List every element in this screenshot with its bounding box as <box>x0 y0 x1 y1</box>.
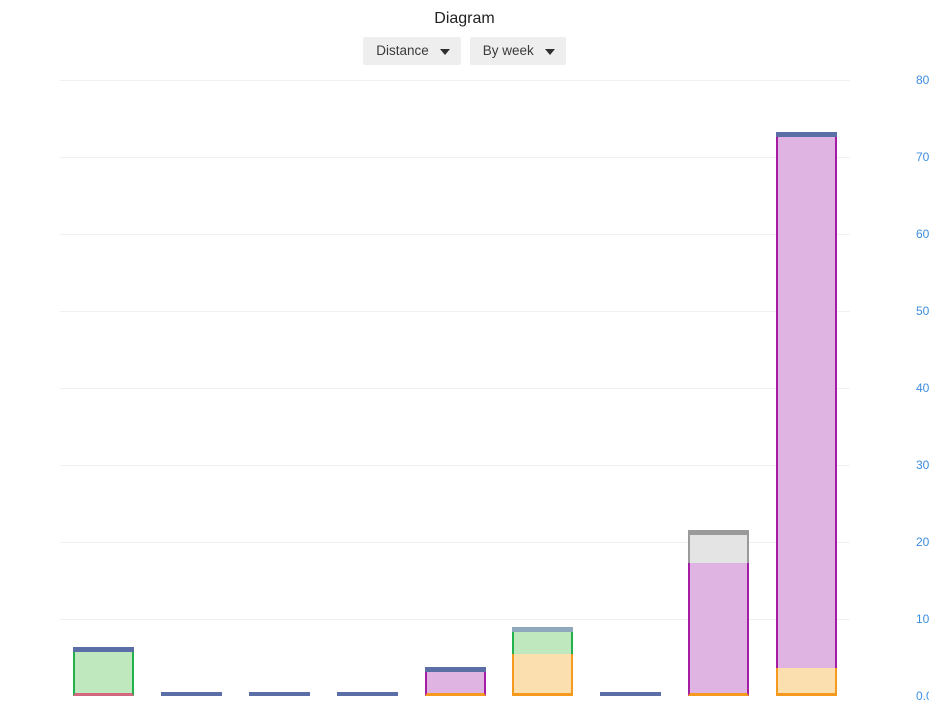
bar-segment-zero <box>336 692 398 696</box>
metric-dropdown[interactable]: Distance <box>363 37 461 65</box>
bar-stack[interactable] <box>687 529 749 696</box>
chevron-down-icon <box>544 49 555 55</box>
bar-stack[interactable] <box>512 626 574 696</box>
bar-cap <box>512 626 574 632</box>
y-axis-tick-label: 10.0 km <box>916 612 929 626</box>
y-axis-tick-label: 60.0 km <box>916 227 929 241</box>
y-axis-tick-label: 30.0 km <box>916 458 929 472</box>
chart-controls: Distance By week <box>0 37 929 65</box>
gridline <box>60 619 850 620</box>
gridline <box>60 388 850 389</box>
bar-stack[interactable] <box>424 666 486 696</box>
page-title: Diagram <box>434 10 495 27</box>
gridline <box>60 80 850 81</box>
gridline <box>60 542 850 543</box>
bar-column[interactable] <box>600 80 662 696</box>
bar-segment-zero <box>161 692 223 696</box>
y-axis-tick-label: 80.0 km <box>916 73 929 87</box>
bar-segment <box>687 529 749 563</box>
bar-column[interactable] <box>687 80 749 696</box>
chevron-down-icon <box>439 49 450 55</box>
plot-area: 80.0 km 70.0 km 60.0 km 50.0 km 40.0 km 30.0 … <box>60 73 929 703</box>
y-axis-tick-label: 70.0 km <box>916 150 929 164</box>
bar-cap <box>687 529 749 535</box>
bar-cap <box>775 132 837 138</box>
gridline <box>60 157 850 158</box>
y-axis-tick-label: 50.0 km <box>916 304 929 318</box>
bar-stack[interactable] <box>161 692 223 696</box>
y-axis-tick-label: 40.0 km <box>916 381 929 395</box>
metric-dropdown-label: Distance <box>376 43 429 58</box>
y-axis-tick-label: 20.0 km <box>916 535 929 549</box>
bar-cap <box>73 646 135 652</box>
bar-column[interactable] <box>775 80 837 696</box>
bar-stack[interactable] <box>73 646 135 696</box>
bar-stack[interactable] <box>775 132 837 696</box>
bar-segment-zero <box>248 692 310 696</box>
bar-segment <box>687 562 749 696</box>
grouping-dropdown-label: By week <box>482 43 534 58</box>
bar-column[interactable] <box>161 80 223 696</box>
bar-column[interactable] <box>248 80 310 696</box>
bar-segment-zero <box>600 692 662 696</box>
bar-segment <box>73 646 135 696</box>
bar-stack[interactable] <box>248 692 310 696</box>
gridline <box>60 234 850 235</box>
bar-column[interactable] <box>512 80 574 696</box>
bar-column[interactable] <box>336 80 398 696</box>
bar-stack[interactable] <box>336 692 398 696</box>
grouping-dropdown[interactable]: By week <box>469 37 566 65</box>
bar-column[interactable] <box>73 80 135 696</box>
bar-segment <box>512 654 574 696</box>
gridline <box>60 311 850 312</box>
gridline <box>60 465 850 466</box>
bar-stack[interactable] <box>600 692 662 696</box>
bar-segment <box>775 668 837 696</box>
bar-cap <box>424 666 486 672</box>
bar-column[interactable] <box>424 80 486 696</box>
y-axis-tick-label: 0.0 km <box>916 689 929 703</box>
bar-segment <box>775 132 837 669</box>
